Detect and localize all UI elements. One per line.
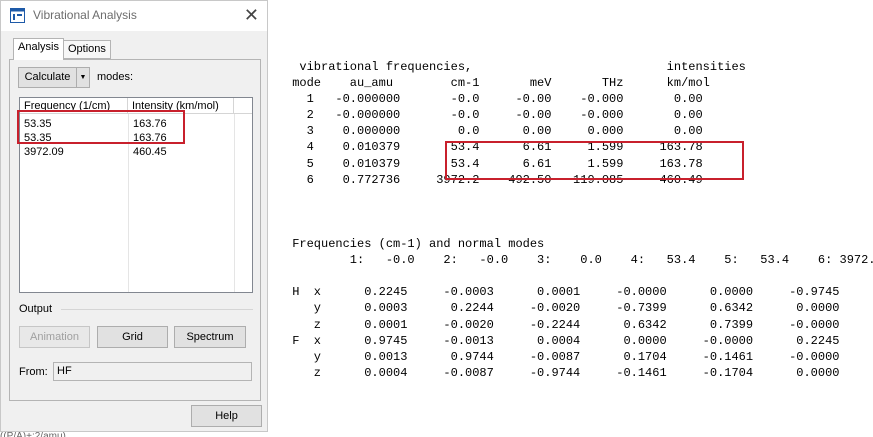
intensity-cell: 163.76 <box>133 132 167 144</box>
highlight-box-modes <box>445 141 744 180</box>
title-bar[interactable]: Vibrational Analysis ✕ <box>1 1 267 31</box>
header-blank <box>234 98 252 114</box>
highlight-box-list <box>17 110 185 144</box>
tab-analysis[interactable]: Analysis <box>13 38 64 60</box>
help-button[interactable]: Help <box>191 405 262 427</box>
tab-options[interactable]: Options <box>63 40 111 59</box>
terminal-output: vibrational frequencies, intensities mod… <box>292 60 873 380</box>
from-label: From: <box>19 366 48 378</box>
close-icon[interactable]: ✕ <box>243 5 259 25</box>
intensity-cell: 460.45 <box>133 146 167 158</box>
animation-button[interactable]: Animation <box>19 326 90 348</box>
spectrum-button[interactable]: Spectrum <box>174 326 246 348</box>
frequency-cell: 3972.09 <box>24 146 64 158</box>
frequency-cell: 53.35 <box>24 132 52 144</box>
frequency-cell: 53.35 <box>24 118 52 130</box>
background-text: ((P/A)+:2/amu) <box>0 432 268 437</box>
output-group-label: Output <box>19 303 53 315</box>
frequency-list[interactable]: Frequency (1/cm) Intensity (km/mol) 53.3… <box>19 97 253 293</box>
calculate-button[interactable]: Calculate <box>18 67 77 88</box>
modes-label: modes: <box>97 71 134 83</box>
calculate-dropdown-icon[interactable]: ▼ <box>76 67 90 88</box>
column-separator <box>128 114 129 292</box>
column-separator <box>234 114 235 292</box>
window-title: Vibrational Analysis <box>33 8 137 22</box>
vibrational-analysis-window: Vibrational Analysis ✕ Analysis Options … <box>0 0 268 432</box>
from-field[interactable]: HF <box>53 362 252 381</box>
window-app-icon <box>10 8 25 23</box>
output-divider <box>61 309 253 310</box>
grid-button[interactable]: Grid <box>97 326 168 348</box>
intensity-cell: 163.76 <box>133 118 167 130</box>
